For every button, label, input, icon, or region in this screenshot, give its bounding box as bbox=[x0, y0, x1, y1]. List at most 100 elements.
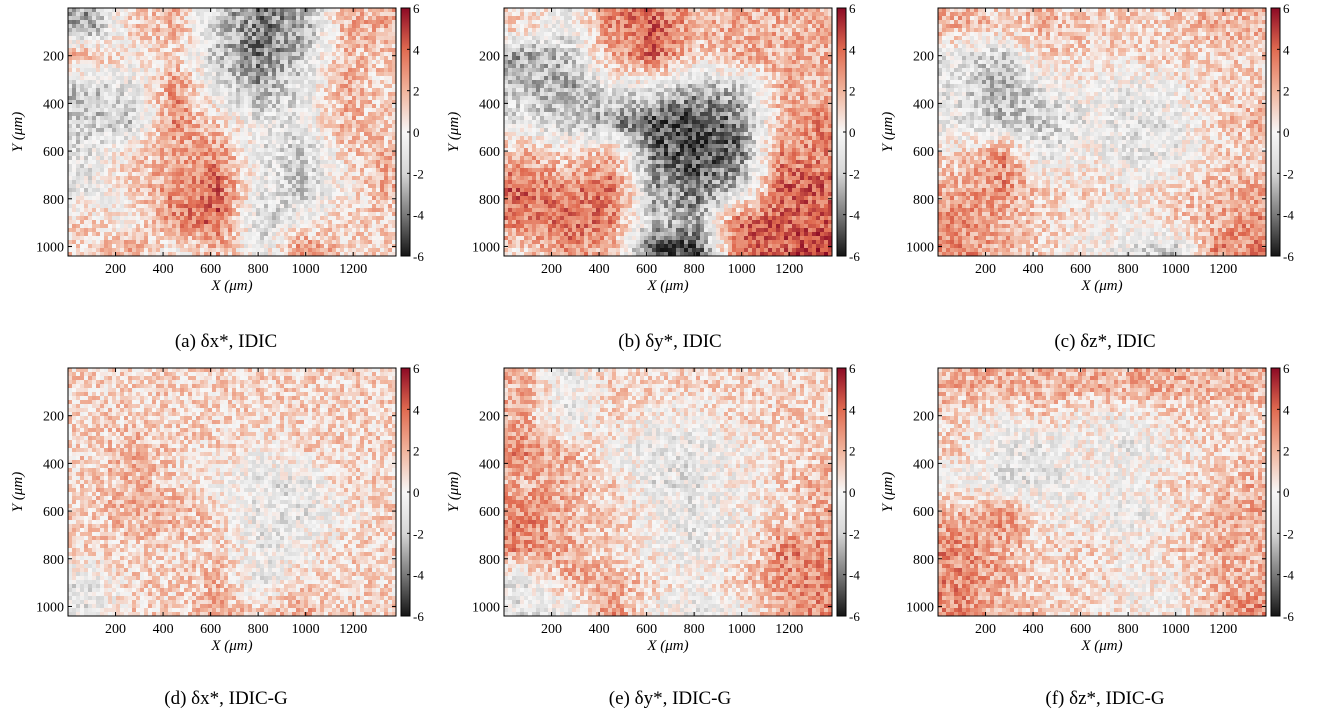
heatmap-pixel bbox=[160, 44, 165, 49]
heatmap-pixel bbox=[348, 28, 353, 33]
heatmap-pixel bbox=[292, 132, 297, 137]
heatmap-pixel bbox=[112, 24, 117, 29]
heatmap-pixel bbox=[172, 72, 177, 77]
heatmap-pixel bbox=[144, 152, 149, 157]
heatmap-pixel bbox=[172, 200, 177, 205]
heatmap-pixel bbox=[304, 92, 309, 97]
heatmap-pixel bbox=[316, 112, 321, 117]
heatmap-pixel bbox=[184, 124, 189, 129]
heatmap-pixel bbox=[156, 208, 161, 213]
heatmap-pixel bbox=[324, 32, 329, 37]
heatmap-pixel bbox=[112, 120, 117, 125]
heatmap-pixel bbox=[232, 160, 237, 165]
heatmap-pixel bbox=[144, 180, 149, 185]
heatmap-pixel bbox=[236, 60, 241, 65]
heatmap-pixel bbox=[268, 12, 273, 17]
heatmap-pixel bbox=[188, 48, 193, 53]
heatmap-pixel bbox=[76, 180, 81, 185]
heatmap-pixel bbox=[192, 200, 197, 205]
heatmap-pixel bbox=[384, 184, 389, 189]
heatmap-pixel bbox=[348, 84, 353, 89]
heatmap-pixel bbox=[88, 144, 93, 149]
heatmap-pixel bbox=[176, 20, 181, 25]
heatmap-pixel bbox=[344, 236, 349, 241]
heatmap-pixel bbox=[304, 40, 309, 45]
heatmap-pixel bbox=[152, 36, 157, 41]
heatmap-pixel bbox=[68, 212, 73, 217]
heatmap-pixel bbox=[144, 140, 149, 145]
heatmap-pixel bbox=[144, 68, 149, 73]
heatmap-pixel bbox=[324, 48, 329, 53]
heatmap-pixel bbox=[96, 212, 101, 217]
heatmap-pixel bbox=[72, 64, 77, 69]
heatmap-pixel bbox=[156, 140, 161, 145]
heatmap-pixel bbox=[244, 172, 249, 177]
heatmap-pixel bbox=[216, 68, 221, 73]
heatmap-pixel bbox=[332, 176, 337, 181]
heatmap-pixel bbox=[296, 88, 301, 93]
heatmap-pixel bbox=[388, 160, 393, 165]
heatmap-pixel bbox=[128, 236, 133, 241]
heatmap-pixel bbox=[292, 44, 297, 49]
heatmap-pixel bbox=[384, 84, 389, 89]
heatmap-pixel bbox=[272, 132, 277, 137]
heatmap-pixel bbox=[204, 132, 209, 137]
heatmap-pixel bbox=[108, 120, 113, 125]
heatmap-pixel bbox=[160, 24, 165, 29]
heatmap-pixel bbox=[340, 240, 345, 245]
heatmap-pixel bbox=[308, 32, 313, 37]
heatmap-pixel bbox=[276, 112, 281, 117]
heatmap-pixel bbox=[264, 36, 269, 41]
heatmap-pixel bbox=[100, 100, 105, 105]
heatmap-pixel bbox=[308, 172, 313, 177]
heatmap-pixel bbox=[272, 240, 277, 245]
heatmap-pixel bbox=[188, 60, 193, 65]
heatmap-pixel bbox=[96, 172, 101, 177]
heatmap-pixel bbox=[196, 192, 201, 197]
heatmap-pixel bbox=[152, 100, 157, 105]
heatmap-pixel bbox=[132, 28, 137, 33]
heatmap-pixel bbox=[360, 208, 365, 213]
heatmap-pixel bbox=[68, 180, 73, 185]
heatmap-pixel bbox=[296, 24, 301, 29]
heatmap-pixel bbox=[84, 120, 89, 125]
heatmap-pixel bbox=[76, 16, 81, 21]
heatmap-pixel bbox=[272, 220, 277, 225]
heatmap-pixel bbox=[256, 192, 261, 197]
heatmap-pixel bbox=[280, 12, 285, 17]
heatmap-pixel bbox=[164, 172, 169, 177]
heatmap-pixel bbox=[376, 100, 381, 105]
heatmap-pixel bbox=[160, 176, 165, 181]
heatmap-pixel bbox=[280, 228, 285, 233]
heatmap-pixel bbox=[168, 132, 173, 137]
heatmap-pixel bbox=[204, 68, 209, 73]
heatmap-pixel bbox=[332, 192, 337, 197]
heatmap-pixel bbox=[280, 108, 285, 113]
heatmap-pixel bbox=[128, 244, 133, 249]
heatmap-pixel bbox=[280, 24, 285, 29]
heatmap-pixel bbox=[92, 248, 97, 253]
heatmap-pixel bbox=[220, 84, 225, 89]
heatmap-pixel bbox=[136, 32, 141, 37]
heatmap-pixel bbox=[124, 92, 129, 97]
heatmap-pixel bbox=[200, 8, 205, 13]
heatmap-pixel bbox=[176, 164, 181, 169]
heatmap-pixel bbox=[360, 200, 365, 205]
heatmap-pixel bbox=[76, 240, 81, 245]
heatmap-pixel bbox=[188, 188, 193, 193]
heatmap-pixel bbox=[72, 168, 77, 173]
heatmap-pixel bbox=[384, 216, 389, 221]
heatmap-pixel bbox=[116, 216, 121, 221]
heatmap-pixel bbox=[384, 192, 389, 197]
heatmap-pixel bbox=[304, 184, 309, 189]
heatmap-pixel bbox=[268, 144, 273, 149]
heatmap-pixel bbox=[364, 108, 369, 113]
heatmap-pixel bbox=[276, 192, 281, 197]
heatmap-pixel bbox=[104, 12, 109, 17]
heatmap-pixel bbox=[148, 168, 153, 173]
heatmap-pixel bbox=[216, 144, 221, 149]
heatmap-pixel bbox=[76, 116, 81, 121]
heatmap-pixel bbox=[272, 216, 277, 221]
heatmap-pixel bbox=[268, 160, 273, 165]
heatmap-pixel bbox=[176, 236, 181, 241]
